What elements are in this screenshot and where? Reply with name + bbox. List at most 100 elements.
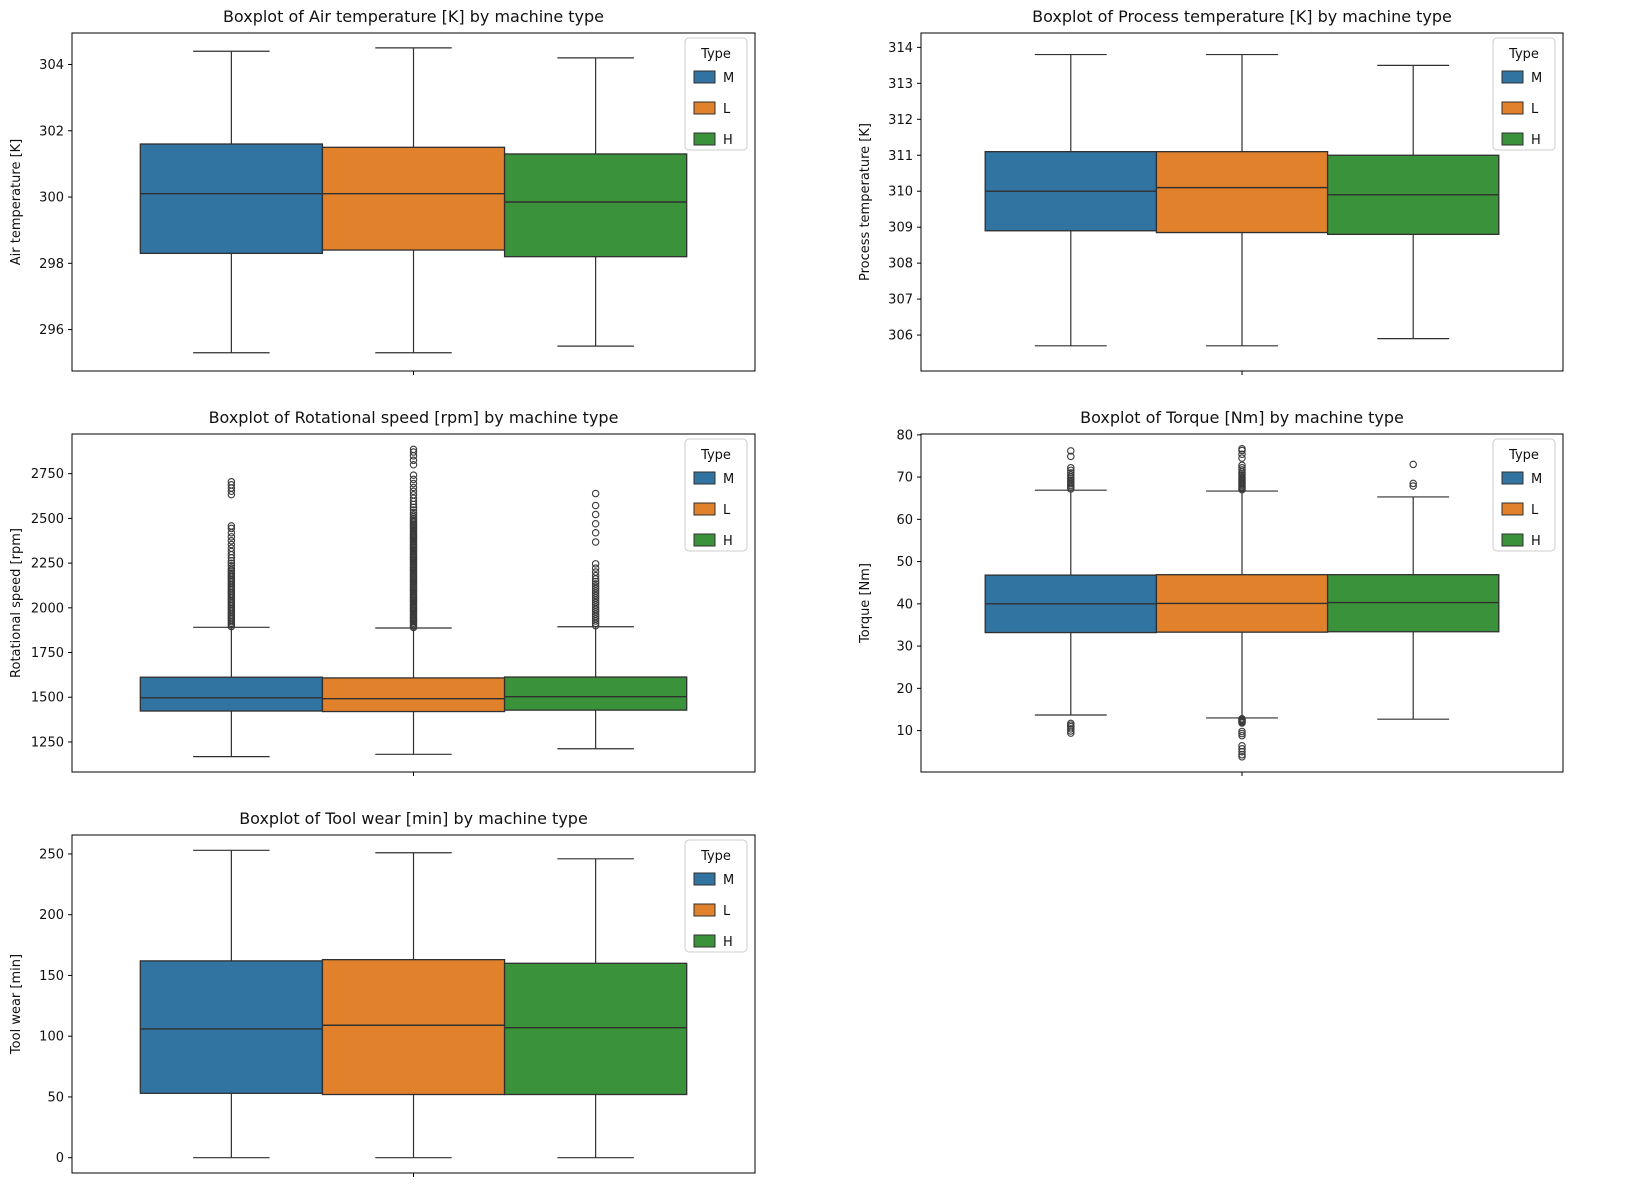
outlier-point (227, 533, 236, 541)
y-axis-label: Tool wear [min] (9, 954, 24, 1055)
legend-title: Type (1508, 448, 1539, 463)
outlier-point (1238, 750, 1246, 759)
outlier-point (591, 614, 600, 623)
outlier-point (409, 513, 418, 521)
outlier-point (1067, 452, 1075, 461)
y-axis-label: Torque [Nm] (858, 563, 873, 644)
outlier-point (1067, 729, 1075, 737)
outlier-point (227, 547, 236, 556)
rotational-speed-boxplot: Boxplot of Rotational speed [rpm] by mac… (9, 408, 756, 776)
legend-title: Type (700, 448, 731, 463)
chart-title: Boxplot of Rotational speed [rpm] by mac… (209, 408, 619, 427)
outlier-point (591, 510, 600, 519)
y-tick-label: 309 (888, 221, 913, 236)
y-tick-label: 40 (896, 597, 913, 612)
iqr-box (1155, 151, 1329, 234)
outlier-point (591, 571, 600, 580)
outlier-point (227, 524, 236, 533)
legend-box (1492, 438, 1556, 552)
outlier-point (1067, 471, 1075, 479)
y-tick-label: 300 (39, 191, 64, 206)
iqr-box (503, 962, 688, 1096)
legend-label: M (1531, 472, 1542, 487)
y-tick-label: 314 (888, 41, 913, 56)
chart-title: Boxplot of Torque [Nm] by machine type (1080, 408, 1404, 427)
outlier-point (409, 506, 418, 514)
outlier-point (409, 511, 418, 519)
y-tick-label: 302 (39, 124, 64, 139)
outlier-point (409, 471, 418, 479)
outlier-point (1067, 466, 1075, 475)
legend-swatch-m (693, 70, 716, 84)
outlier-point (1238, 747, 1246, 756)
y-axis-label: Rotational speed [rpm] (9, 528, 24, 678)
y-tick-label: 20 (896, 682, 913, 697)
box-series-h (503, 489, 688, 750)
y-tick-label: 30 (896, 640, 913, 655)
outlier-point (591, 564, 600, 572)
torque-boxplot: Boxplot of Torque [Nm] by machine type To… (858, 408, 1564, 776)
y-tick-label: 1250 (31, 735, 64, 750)
legend: Type M L H (1492, 438, 1556, 552)
iqr-box (321, 677, 506, 713)
y-tick-label: 306 (888, 329, 913, 344)
outlier-point (591, 582, 600, 590)
legend-label: L (723, 904, 731, 919)
y-tick-label: 60 (896, 513, 913, 528)
legend-swatch-h (693, 934, 716, 948)
legend-label: H (1531, 133, 1541, 148)
outlier-point (591, 596, 600, 604)
y-tick-label: 250 (39, 847, 64, 862)
outlier-point (1238, 753, 1246, 761)
legend-swatch-m (1501, 70, 1524, 84)
box-series-l (321, 852, 506, 1159)
y-tick-label: 150 (39, 969, 64, 984)
legend-swatch-h (1501, 132, 1524, 146)
legend: Type M L H (684, 839, 748, 953)
legend-swatch-h (693, 132, 716, 146)
outlier-point (591, 605, 600, 614)
legend-label: H (723, 935, 733, 950)
outlier-point (1067, 447, 1075, 455)
outlier-point (1238, 464, 1246, 472)
legend-swatch-h (693, 533, 716, 547)
legend: Type M L H (684, 438, 748, 552)
y-axis-label: Air temperature [K] (9, 139, 24, 266)
box-series-m (984, 53, 1158, 347)
legend-swatch-l (1501, 502, 1524, 516)
box-series-h (1326, 460, 1500, 720)
outlier-point (591, 587, 600, 595)
iqr-box (503, 153, 688, 258)
legend-swatch-m (1501, 471, 1524, 485)
iqr-box (503, 676, 688, 711)
outlier-point (591, 601, 600, 609)
y-tick-label: 2750 (31, 467, 64, 482)
y-tick-label: 10 (896, 724, 913, 739)
y-tick-label: 50 (896, 555, 913, 570)
legend-swatch-h (1501, 533, 1524, 547)
y-tick-label: 1750 (31, 646, 64, 661)
y-tick-label: 308 (888, 257, 913, 272)
chart-title: Boxplot of Air temperature [K] by machin… (223, 7, 604, 26)
outlier-point (591, 617, 600, 625)
box-series-l (1155, 53, 1329, 347)
chart-title: Boxplot of Process temperature [K] by ma… (1032, 7, 1452, 26)
outlier-point (591, 608, 600, 616)
outlier-point (409, 483, 418, 492)
outlier-point (591, 528, 600, 537)
outlier-point (591, 598, 600, 607)
iqr-box (139, 676, 324, 712)
box-series-h (503, 858, 688, 1159)
outlier-point (1067, 469, 1075, 477)
outlier-point (591, 489, 600, 498)
outlier-point (227, 559, 236, 568)
outlier-point (1238, 727, 1246, 736)
outlier-point (227, 540, 236, 549)
y-tick-label: 298 (39, 257, 64, 272)
outlier-point (409, 456, 418, 465)
outlier-point (591, 538, 600, 546)
y-tick-label: 50 (47, 1090, 64, 1105)
y-tick-label: 70 (896, 471, 913, 486)
outlier-point (1238, 450, 1246, 459)
outlier-point (409, 448, 418, 456)
